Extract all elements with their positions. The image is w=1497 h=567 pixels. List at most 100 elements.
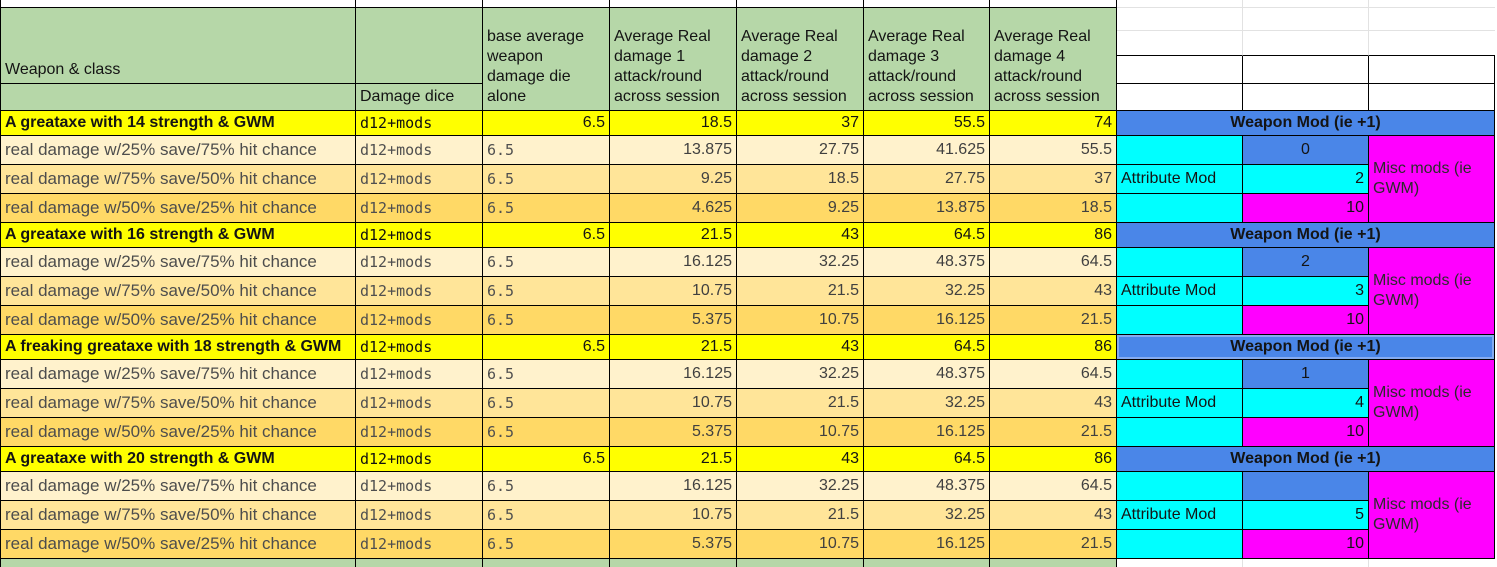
attribute-mod-label-cell[interactable]: Attribute Mod [1117, 501, 1243, 530]
spacer-cell[interactable] [864, 0, 990, 8]
empty-cell[interactable] [1369, 56, 1495, 84]
weapon-mod-value-cell[interactable]: 1 [1243, 360, 1369, 389]
empty-cell[interactable] [1117, 56, 1243, 84]
spacer-cell[interactable] [864, 559, 990, 567]
value-cell[interactable]: 43 [990, 277, 1117, 306]
base-avg-cell[interactable]: 6.5 [483, 165, 610, 194]
weapon-mod-value-cell[interactable] [1243, 472, 1369, 501]
value-cell[interactable]: 32.25 [737, 472, 864, 501]
damage-dice-cell[interactable]: d12+mods [356, 530, 483, 559]
value-cell[interactable]: 64.5 [990, 248, 1117, 277]
cell-header-blank[interactable] [356, 8, 483, 84]
base-avg-cell[interactable]: 6.5 [483, 335, 610, 360]
spacer-cell[interactable] [1243, 559, 1369, 567]
spacer-cell[interactable] [610, 559, 737, 567]
value-cell[interactable]: 43 [737, 335, 864, 360]
value-cell[interactable]: 16.125 [864, 418, 990, 447]
sub-row-label-cell[interactable]: real damage w/50% save/25% hit chance [0, 530, 356, 559]
value-cell[interactable]: 37 [737, 111, 864, 136]
empty-cell[interactable] [1369, 31, 1495, 56]
base-avg-cell[interactable]: 6.5 [483, 389, 610, 418]
value-cell[interactable]: 21.5 [737, 501, 864, 530]
value-cell[interactable]: 64.5 [864, 223, 990, 248]
value-cell[interactable]: 16.125 [864, 530, 990, 559]
misc-mods-cell[interactable]: Misc mods (ie GWM) [1369, 248, 1495, 335]
base-avg-cell[interactable]: 6.5 [483, 248, 610, 277]
group-title-cell[interactable]: A freaking greataxe with 18 strength & G… [0, 335, 356, 360]
value-cell[interactable]: 86 [990, 335, 1117, 360]
spacer-cell[interactable] [483, 559, 610, 567]
sub-row-label-cell[interactable]: real damage w/75% save/50% hit chance [0, 277, 356, 306]
cell-damage-dice-header[interactable]: Damage dice [356, 84, 483, 111]
attribute-mod-blank-cell[interactable] [1117, 418, 1243, 447]
value-cell[interactable]: 21.5 [737, 277, 864, 306]
group-title-cell[interactable]: A greataxe with 14 strength & GWM [0, 111, 356, 136]
sub-row-label-cell[interactable]: real damage w/25% save/75% hit chance [0, 472, 356, 501]
misc-mods-cell[interactable]: Misc mods (ie GWM) [1369, 360, 1495, 447]
spacer-cell[interactable] [0, 559, 356, 567]
damage-dice-cell[interactable]: d12+mods [356, 194, 483, 223]
damage-dice-cell[interactable]: d12+mods [356, 472, 483, 501]
value-cell[interactable]: 18.5 [610, 111, 737, 136]
spacer-cell[interactable] [356, 0, 483, 8]
attribute-mod-label-cell[interactable]: Attribute Mod [1117, 165, 1243, 194]
damage-dice-cell[interactable]: d12+mods [356, 389, 483, 418]
value-cell[interactable]: 64.5 [864, 447, 990, 472]
group-title-cell[interactable]: A greataxe with 20 strength & GWM [0, 447, 356, 472]
damage-dice-cell[interactable]: d12+mods [356, 165, 483, 194]
cell-weapon-class-header[interactable]: Weapon & class [0, 8, 356, 84]
attribute-mod-value-cell[interactable]: 4 [1243, 389, 1369, 418]
value-cell[interactable]: 13.875 [864, 194, 990, 223]
sub-row-label-cell[interactable]: real damage w/75% save/50% hit chance [0, 165, 356, 194]
value-cell[interactable]: 64.5 [990, 472, 1117, 501]
value-cell[interactable]: 27.75 [737, 136, 864, 165]
group-title-cell[interactable]: A greataxe with 16 strength & GWM [0, 223, 356, 248]
sub-row-label-cell[interactable]: real damage w/75% save/50% hit chance [0, 501, 356, 530]
cell-header-blank[interactable] [0, 84, 356, 111]
value-cell[interactable]: 41.625 [864, 136, 990, 165]
value-cell[interactable]: 21.5 [737, 389, 864, 418]
empty-cell[interactable] [1369, 84, 1495, 111]
attribute-mod-blank-cell[interactable] [1117, 306, 1243, 335]
empty-cell[interactable] [1243, 84, 1369, 111]
attribute-mod-value-cell[interactable]: 5 [1243, 501, 1369, 530]
spacer-cell[interactable] [610, 0, 737, 8]
col-header[interactable]: base average weapon damage die alone [483, 8, 610, 111]
misc-mod-value-cell[interactable]: 10 [1243, 194, 1369, 223]
damage-dice-cell[interactable]: d12+mods [356, 335, 483, 360]
value-cell[interactable]: 9.25 [737, 194, 864, 223]
base-avg-cell[interactable]: 6.5 [483, 136, 610, 165]
weapon-mod-value-cell[interactable]: 2 [1243, 248, 1369, 277]
col-header[interactable]: Average Real damage 1 attack/round across s… [610, 8, 737, 111]
value-cell[interactable]: 32.25 [864, 501, 990, 530]
value-cell[interactable]: 74 [990, 111, 1117, 136]
spacer-cell[interactable] [737, 559, 864, 567]
damage-dice-cell[interactable]: d12+mods [356, 248, 483, 277]
value-cell[interactable]: 48.375 [864, 472, 990, 501]
spacer-cell[interactable] [356, 559, 483, 567]
attribute-mod-blank-cell[interactable] [1117, 472, 1243, 501]
base-avg-cell[interactable]: 6.5 [483, 223, 610, 248]
value-cell[interactable]: 10.75 [737, 306, 864, 335]
weapon-mod-bar[interactable]: Weapon Mod (ie +1) [1117, 111, 1495, 136]
damage-dice-cell[interactable]: d12+mods [356, 136, 483, 165]
empty-cell[interactable] [1117, 8, 1243, 31]
col-header[interactable]: Average Real damage 4 attack/round across s… [990, 8, 1117, 111]
spacer-cell[interactable] [1369, 559, 1495, 567]
value-cell[interactable]: 16.125 [864, 306, 990, 335]
value-cell[interactable]: 32.25 [864, 277, 990, 306]
weapon-mod-value-cell[interactable]: 0 [1243, 136, 1369, 165]
spacer-cell[interactable] [990, 0, 1117, 8]
attribute-mod-label-cell[interactable]: Attribute Mod [1117, 389, 1243, 418]
spacer-cell[interactable] [1369, 0, 1495, 8]
damage-dice-cell[interactable]: d12+mods [356, 360, 483, 389]
attribute-mod-blank-cell[interactable] [1117, 360, 1243, 389]
damage-dice-cell[interactable]: d12+mods [356, 277, 483, 306]
value-cell[interactable]: 10.75 [610, 389, 737, 418]
base-avg-cell[interactable]: 6.5 [483, 194, 610, 223]
value-cell[interactable]: 43 [737, 447, 864, 472]
spacer-cell[interactable] [1243, 0, 1369, 8]
damage-dice-cell[interactable]: d12+mods [356, 306, 483, 335]
value-cell[interactable]: 43 [990, 501, 1117, 530]
value-cell[interactable]: 16.125 [610, 248, 737, 277]
